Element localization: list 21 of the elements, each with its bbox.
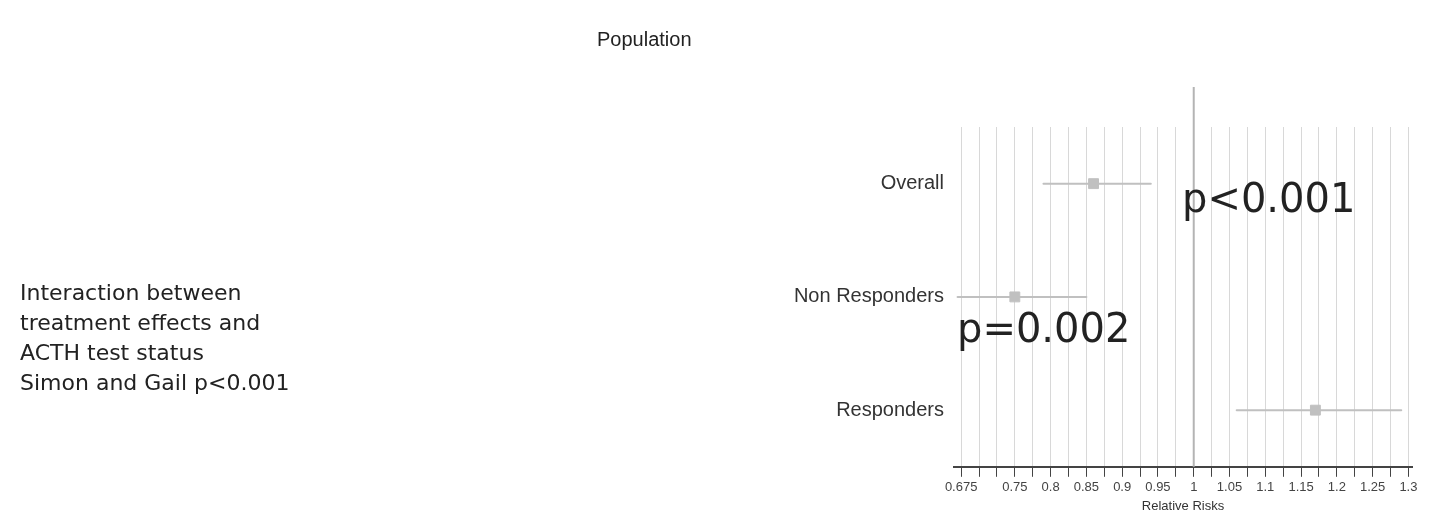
annotation: p<0.001 — [1182, 175, 1356, 221]
text: Population — [597, 27, 692, 50]
x-tick-label: 0.85 — [1073, 479, 1100, 495]
x-tick-label: 0.95 — [1145, 479, 1171, 495]
x-tick-label: 1.3 — [1399, 479, 1418, 495]
annotation: p=0.002 — [957, 305, 1131, 351]
text: Interaction between treatment effects and ACTH test status Simon and Gail p<0.001 — [20, 280, 290, 395]
x-tick-label: 1.05 — [1216, 479, 1243, 495]
x-tick-label: 1.1 — [1256, 479, 1275, 495]
x-tick-label: 0.9 — [1113, 479, 1132, 495]
x-tick-label: 1.2 — [1327, 479, 1346, 495]
y-tick-label: Responders — [836, 397, 944, 420]
x-tick-label: 1.25 — [1359, 479, 1386, 495]
x-tick-label: 1.15 — [1288, 479, 1314, 495]
x-tick-label: 0.675 — [944, 479, 978, 495]
x-tick-label: 0.75 — [1002, 479, 1028, 495]
y-tick-label: Overall — [880, 171, 944, 194]
x-tick-label: 0.8 — [1041, 479, 1060, 495]
y-tick-label: Non Responders — [793, 284, 944, 307]
x-tick-label: 1 — [1190, 479, 1198, 495]
x-axis-title: Relative Risks — [1141, 497, 1225, 513]
